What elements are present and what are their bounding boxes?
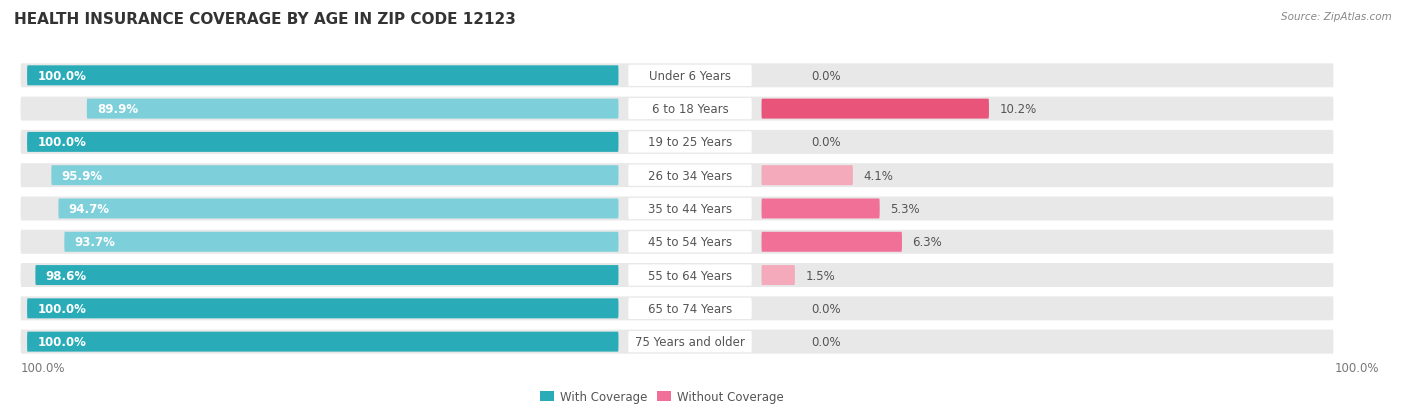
Text: 4.1%: 4.1% (863, 169, 893, 182)
Text: 0.0%: 0.0% (811, 335, 841, 348)
Text: 6 to 18 Years: 6 to 18 Years (651, 103, 728, 116)
FancyBboxPatch shape (628, 232, 752, 253)
Text: 100.0%: 100.0% (38, 302, 86, 315)
FancyBboxPatch shape (65, 232, 619, 252)
Text: 19 to 25 Years: 19 to 25 Years (648, 136, 733, 149)
FancyBboxPatch shape (21, 164, 1333, 188)
Text: Under 6 Years: Under 6 Years (650, 70, 731, 83)
Text: 0.0%: 0.0% (811, 70, 841, 83)
Text: HEALTH INSURANCE COVERAGE BY AGE IN ZIP CODE 12123: HEALTH INSURANCE COVERAGE BY AGE IN ZIP … (14, 12, 516, 27)
FancyBboxPatch shape (87, 100, 619, 119)
Text: 6.3%: 6.3% (912, 236, 942, 249)
FancyBboxPatch shape (21, 330, 1333, 354)
FancyBboxPatch shape (21, 97, 1333, 121)
FancyBboxPatch shape (762, 199, 880, 219)
Text: 5.3%: 5.3% (890, 202, 920, 216)
FancyBboxPatch shape (628, 198, 752, 220)
Text: 10.2%: 10.2% (1000, 103, 1036, 116)
FancyBboxPatch shape (51, 166, 619, 186)
FancyBboxPatch shape (762, 100, 988, 119)
Legend: With Coverage, Without Coverage: With Coverage, Without Coverage (536, 385, 789, 408)
Text: 100.0%: 100.0% (38, 136, 86, 149)
Text: 0.0%: 0.0% (811, 302, 841, 315)
FancyBboxPatch shape (628, 132, 752, 153)
FancyBboxPatch shape (628, 165, 752, 186)
FancyBboxPatch shape (762, 266, 794, 285)
FancyBboxPatch shape (628, 298, 752, 319)
Text: 100.0%: 100.0% (38, 70, 86, 83)
FancyBboxPatch shape (21, 197, 1333, 221)
Text: 26 to 34 Years: 26 to 34 Years (648, 169, 733, 182)
FancyBboxPatch shape (59, 199, 619, 219)
FancyBboxPatch shape (762, 166, 853, 186)
FancyBboxPatch shape (27, 66, 619, 86)
FancyBboxPatch shape (21, 131, 1333, 154)
Text: 45 to 54 Years: 45 to 54 Years (648, 236, 733, 249)
FancyBboxPatch shape (21, 263, 1333, 287)
Text: 89.9%: 89.9% (97, 103, 138, 116)
FancyBboxPatch shape (21, 64, 1333, 88)
Text: 1.5%: 1.5% (806, 269, 835, 282)
Text: 100.0%: 100.0% (38, 335, 86, 348)
FancyBboxPatch shape (21, 297, 1333, 320)
Text: 100.0%: 100.0% (1334, 361, 1379, 374)
FancyBboxPatch shape (27, 299, 619, 318)
Text: 35 to 44 Years: 35 to 44 Years (648, 202, 733, 216)
FancyBboxPatch shape (762, 232, 903, 252)
FancyBboxPatch shape (35, 266, 619, 285)
Text: 65 to 74 Years: 65 to 74 Years (648, 302, 733, 315)
FancyBboxPatch shape (628, 99, 752, 120)
Text: 95.9%: 95.9% (62, 169, 103, 182)
FancyBboxPatch shape (27, 133, 619, 152)
FancyBboxPatch shape (27, 332, 619, 352)
Text: 0.0%: 0.0% (811, 136, 841, 149)
Text: 93.7%: 93.7% (75, 236, 115, 249)
FancyBboxPatch shape (628, 265, 752, 286)
Text: 98.6%: 98.6% (46, 269, 87, 282)
FancyBboxPatch shape (628, 66, 752, 87)
Text: 94.7%: 94.7% (69, 202, 110, 216)
FancyBboxPatch shape (628, 331, 752, 352)
Text: Source: ZipAtlas.com: Source: ZipAtlas.com (1281, 12, 1392, 22)
FancyBboxPatch shape (21, 230, 1333, 254)
Text: 100.0%: 100.0% (21, 361, 65, 374)
Text: 55 to 64 Years: 55 to 64 Years (648, 269, 733, 282)
Text: 75 Years and older: 75 Years and older (636, 335, 745, 348)
